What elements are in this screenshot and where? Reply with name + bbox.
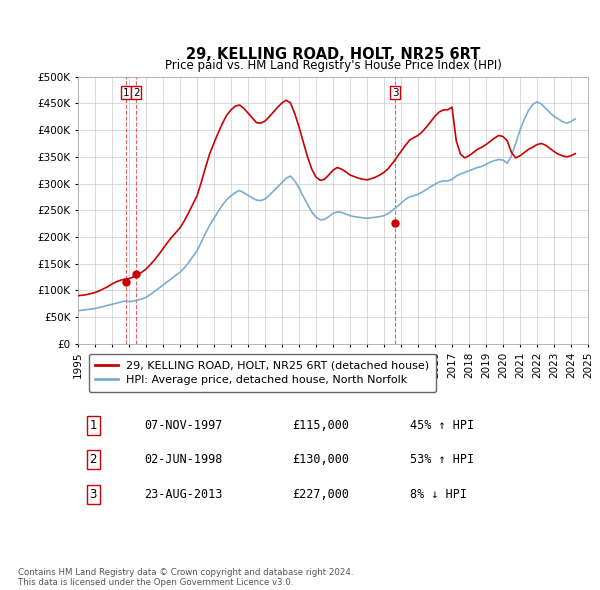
Text: 2: 2 xyxy=(89,453,97,466)
Text: 8% ↓ HPI: 8% ↓ HPI xyxy=(409,487,467,500)
Text: 2: 2 xyxy=(133,88,139,98)
Text: £115,000: £115,000 xyxy=(292,419,349,432)
Text: Contains HM Land Registry data © Crown copyright and database right 2024.
This d: Contains HM Land Registry data © Crown c… xyxy=(18,568,353,587)
Text: 1: 1 xyxy=(89,419,97,432)
Text: £227,000: £227,000 xyxy=(292,487,349,500)
Text: 53% ↑ HPI: 53% ↑ HPI xyxy=(409,453,473,466)
Text: £130,000: £130,000 xyxy=(292,453,349,466)
Text: 3: 3 xyxy=(89,487,97,500)
Text: 02-JUN-1998: 02-JUN-1998 xyxy=(145,453,223,466)
Legend: 29, KELLING ROAD, HOLT, NR25 6RT (detached house), HPI: Average price, detached : 29, KELLING ROAD, HOLT, NR25 6RT (detach… xyxy=(89,354,436,392)
Text: 07-NOV-1997: 07-NOV-1997 xyxy=(145,419,223,432)
Text: Price paid vs. HM Land Registry's House Price Index (HPI): Price paid vs. HM Land Registry's House … xyxy=(164,59,502,72)
Text: 23-AUG-2013: 23-AUG-2013 xyxy=(145,487,223,500)
Text: 3: 3 xyxy=(392,88,398,98)
Text: 45% ↑ HPI: 45% ↑ HPI xyxy=(409,419,473,432)
Text: 1: 1 xyxy=(123,88,130,98)
Text: 29, KELLING ROAD, HOLT, NR25 6RT: 29, KELLING ROAD, HOLT, NR25 6RT xyxy=(186,47,480,62)
